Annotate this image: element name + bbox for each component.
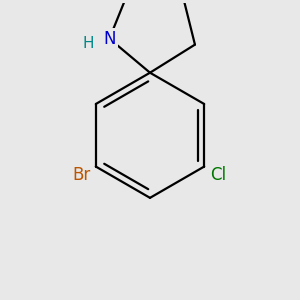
Text: Cl: Cl (210, 166, 226, 184)
Text: Br: Br (73, 166, 91, 184)
Text: H: H (82, 37, 94, 52)
Text: N: N (103, 30, 116, 48)
